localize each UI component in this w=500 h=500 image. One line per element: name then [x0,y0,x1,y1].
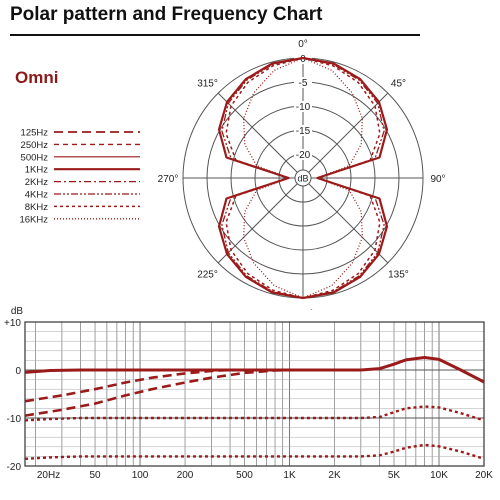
freq-x-tick: 200 [177,470,194,481]
legend-label: 2KHz [25,177,48,188]
polar-angle-label: 270° [158,174,179,185]
polar-ring-label: 0 [300,54,306,65]
page-title: Polar pattern and Frequency Chart [10,4,323,25]
polar-series-4khz [302,57,385,299]
polar-series-16khz [302,57,364,299]
legend-label: 1KHz [25,165,48,176]
polar-ring-label-bg [294,149,312,160]
freq-series-1 [24,368,257,403]
polar-angle-label: 315° [197,79,218,90]
freq-x-tick: 10K [430,470,448,481]
legend-label: 500Hz [21,152,49,163]
polar-angle-label: 90° [430,174,445,185]
pattern-name: Omni [15,68,59,87]
polar-angle-label: 135° [388,269,409,280]
freq-x-tick: 50 [89,470,101,481]
polar-center [294,169,312,187]
freq-ylabel: dB [11,306,24,317]
freq-y-tick: -20 [7,462,22,473]
polar-spoke [217,177,304,264]
frequency-chart: dB+10 0 -10 -20 20Hz 50 100 200 500 1K 2K 5K 10K 20K [4,306,493,481]
freq-x-tick: 2K [328,470,341,481]
freq-y-tick: 0 [15,366,21,377]
freq-series-3 [24,405,485,422]
polar-angle-label: 0° [298,39,308,50]
polar-series-8khz [302,57,381,299]
polar-ring-label: -5 [299,78,308,89]
polar-angle-label: 180° [293,309,314,310]
polar-series-4khz [221,57,304,299]
polar-ring-label-bg [294,77,312,88]
freq-series-0 [24,356,485,384]
polar-spoke [302,177,389,264]
freq-series-4 [24,443,485,460]
polar-ring-label-bg [294,101,312,112]
freq-x-tick: 100 [132,470,149,481]
polar-spoke [302,92,389,179]
legend-label: 125Hz [21,128,49,139]
freq-y-tick: +10 [4,318,21,329]
freq-frame [24,321,485,467]
legend-label: 250Hz [21,140,49,151]
legend-label: 4KHz [25,190,48,201]
title-rule [10,34,420,36]
polar-ring-label: -15 [296,126,311,137]
freq-x-tick: 500 [236,470,253,481]
freq-x-tick: 1K [283,470,296,481]
polar-unit-label: dB [297,174,308,184]
polar-angle-label: 225° [197,269,218,280]
freq-y-tick: -10 [7,414,22,425]
polar-ring-label: -20 [296,150,311,161]
freq-x-tick: 20Hz [37,470,60,481]
freq-series-2 [24,368,290,417]
polar-angle-label: 45° [391,79,406,90]
polar-ring-label-bg [294,125,312,136]
polar-chart: 0° 45° 90° 135° 180° 225° 270° 315° 0 -5 -10 -15 -20… [158,39,446,310]
freq-x-tick: 20K [475,470,493,481]
legend-label: 16KHz [19,214,48,225]
polar-spoke [217,92,304,179]
polar-ring-label: -10 [296,102,311,113]
polar-series-16khz [242,57,304,299]
legend-label: 8KHz [25,202,48,213]
freq-x-tick: 5K [388,470,401,481]
polar-series-8khz [225,57,304,299]
